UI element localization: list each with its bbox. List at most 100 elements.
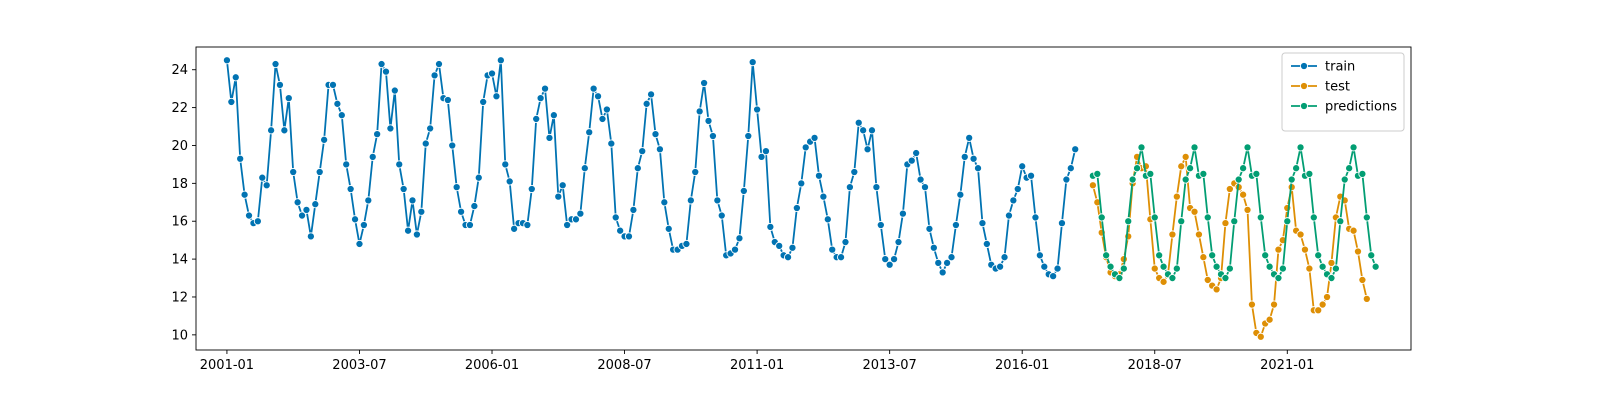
data-point-predictions (1119, 264, 1128, 273)
x-axis: 2001-01 2003-07 2006-01 2008-07 2011-01 2013-… (200, 350, 1314, 373)
data-point-predictions (1327, 273, 1336, 283)
data-point-predictions (1221, 273, 1230, 283)
data-point-train (960, 152, 969, 161)
data-point-train (589, 84, 598, 93)
data-point-train (739, 186, 748, 195)
legend: train test predictions (1281, 52, 1405, 132)
data-point-train (837, 253, 846, 262)
data-point-test (1362, 294, 1371, 303)
data-point-train (943, 258, 952, 267)
data-point-predictions (1225, 264, 1234, 273)
data-point-predictions (1133, 164, 1142, 173)
data-point-train (956, 190, 965, 199)
data-point-train (1053, 264, 1062, 273)
data-point-predictions (1274, 273, 1283, 283)
data-point-test (1247, 300, 1256, 309)
data-point-test (1274, 245, 1283, 254)
data-point-train (828, 245, 837, 254)
data-point-train (280, 126, 289, 135)
data-point-train (691, 167, 700, 177)
data-point-train (859, 126, 868, 135)
data-point-predictions (1283, 217, 1292, 226)
data-point-test (1300, 245, 1310, 254)
data-point-predictions (1362, 213, 1371, 222)
data-point-test (1243, 205, 1252, 214)
data-point-predictions (1358, 169, 1367, 178)
data-point-train (651, 130, 660, 139)
data-point-train (969, 154, 978, 163)
data-point-train (377, 59, 386, 69)
data-point-train (951, 220, 960, 230)
data-point-test (1239, 190, 1248, 199)
data-point-train (1066, 164, 1075, 173)
data-point-predictions (1309, 213, 1318, 222)
data-point-train (819, 192, 828, 201)
data-point-train (1004, 211, 1014, 220)
y-tick-label: 16 (171, 215, 188, 230)
data-point-test (1199, 253, 1208, 262)
data-point-train (938, 268, 947, 277)
data-point-train (267, 126, 276, 135)
data-point-train (823, 215, 832, 224)
data-point-train (863, 145, 872, 154)
y-tick-label: 22 (171, 101, 188, 116)
data-point-train (492, 92, 501, 101)
data-point-predictions (1115, 273, 1124, 283)
data-point-test (1177, 162, 1186, 171)
data-point-predictions (1212, 262, 1221, 271)
data-point-train (916, 175, 925, 184)
data-point-train (390, 86, 399, 95)
data-point-predictions (1146, 169, 1155, 178)
data-point-predictions (1278, 264, 1287, 273)
data-point-test (1168, 230, 1177, 239)
data-point-train (399, 184, 408, 194)
data-point-train (757, 152, 766, 161)
y-tick-label: 14 (171, 253, 188, 268)
data-point-train (1049, 272, 1058, 281)
data-point-train (479, 97, 488, 106)
data-point-train (434, 59, 444, 69)
data-point-predictions (1256, 213, 1265, 222)
data-point-train (655, 145, 664, 154)
data-point-train (867, 126, 877, 135)
y-tick-label: 20 (171, 139, 188, 154)
data-point-predictions (1234, 175, 1243, 184)
data-point-predictions (1252, 169, 1261, 178)
data-point-predictions (1340, 175, 1349, 184)
data-point-train (717, 211, 726, 220)
data-point-train (611, 213, 620, 222)
data-point-predictions (1305, 169, 1314, 178)
data-point-train (753, 105, 762, 114)
x-tick-label: 2016-01 (995, 358, 1049, 373)
data-point-train (576, 209, 585, 218)
y-axis: 10 12 14 16 18 20 22 24 (171, 63, 196, 343)
data-point-train (850, 167, 859, 177)
data-point-train (912, 148, 921, 158)
data-point-train (766, 222, 775, 231)
data-point-train (373, 130, 382, 139)
data-point-test (1296, 230, 1305, 239)
x-tick-label: 2006-01 (465, 358, 519, 373)
data-point-train (545, 133, 554, 142)
data-point-predictions (1159, 262, 1168, 271)
data-point-train (735, 234, 744, 243)
legend-marker (1299, 81, 1309, 91)
legend-item-train: train (1291, 60, 1355, 75)
data-point-train (881, 255, 890, 264)
data-point-train (236, 154, 245, 163)
data-point-predictions (1190, 143, 1199, 152)
plot-area (195, 46, 1412, 351)
x-tick-label: 2018-07 (1128, 358, 1182, 373)
data-point-train (1031, 213, 1040, 222)
data-point-train (598, 114, 607, 124)
data-point-train (704, 116, 713, 125)
data-point-train (876, 220, 885, 230)
data-point-train (925, 224, 934, 233)
data-point-test (1221, 219, 1230, 228)
data-point-train (885, 260, 894, 269)
data-point-train (783, 253, 793, 262)
data-point-train (1057, 219, 1067, 228)
data-point-train (664, 224, 673, 233)
data-point-train (602, 105, 611, 114)
data-point-train (978, 219, 987, 228)
